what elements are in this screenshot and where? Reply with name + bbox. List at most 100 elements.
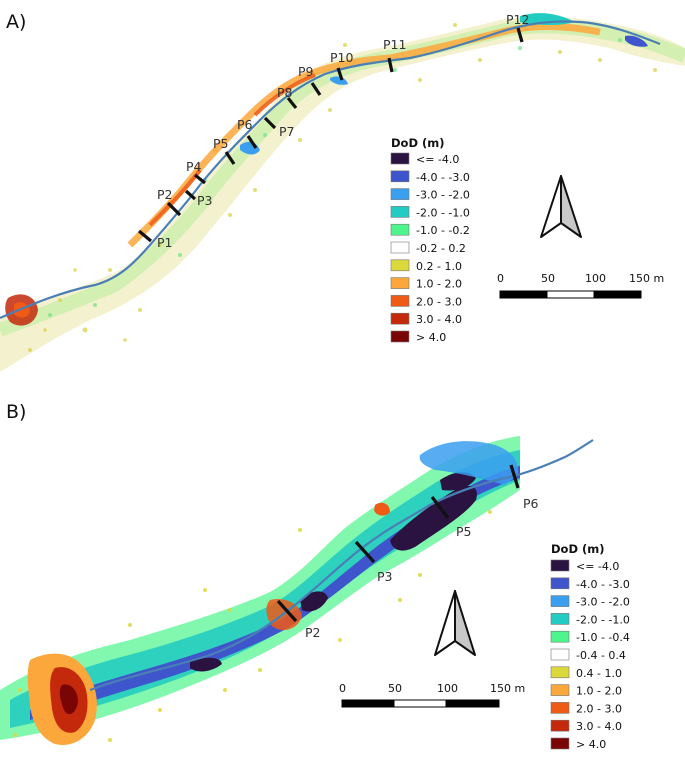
legend-swatch [550,666,570,679]
profile-label-b-p5: P5 [456,524,472,539]
legend-swatch [550,648,570,661]
profile-label-b-p3: P3 [377,569,393,584]
panel-b-dod-map [0,436,520,745]
profile-tick-p9 [310,82,322,96]
profile-tick-p4 [194,173,206,185]
legend-label: 0.4 - 1.0 [576,667,622,680]
legend-swatch [390,312,410,325]
profile-label-b-p6: P6 [523,496,539,511]
legend-label: -3.0 - -2.0 [576,596,630,609]
panel-b-speckle [13,510,492,742]
panel-b-deep-erosion-2 [440,472,476,491]
panel-b-deposition-peak [59,684,78,715]
legend-label: 2.0 - 3.0 [576,702,622,715]
profile-label-p1: P1 [157,235,173,250]
legend-label: > 4.0 [416,331,446,344]
panel-b-deep-erosion-1 [390,485,477,551]
panel-a-scale-bar: 0 50 100 150 m [497,272,664,299]
legend-swatch [390,330,410,343]
legend-swatch [390,259,410,272]
panel-b-deposition-p5 [374,502,390,516]
panel-a-dod-map [0,13,685,372]
profile-tick-p10 [336,67,344,81]
profile-tick-b-p6 [509,464,520,489]
profile-tick-p6 [246,135,258,149]
panel-a-north-arrow-icon [540,175,582,238]
legend-swatch [550,630,570,643]
scale-a-tick-100: 100 [585,272,606,285]
legend-swatch [390,206,410,218]
profile-tick-b-p3 [354,540,376,564]
legend-label: -4.0 - -3.0 [576,578,630,591]
scale-a-tick-0: 0 [497,272,504,285]
legend-swatch [550,702,570,714]
panel-b-cyan-zone [10,450,520,728]
profile-label-p7: P7 [279,124,295,139]
legend-label: 2.0 - 3.0 [416,295,462,308]
legend-label: -1.0 - -0.4 [576,631,630,644]
profile-label-p8: P8 [277,85,293,100]
panel-a: A) [0,11,685,372]
legend-label: <= -4.0 [576,560,619,573]
profile-label-p4: P4 [186,159,202,174]
legend-label: -0.2 - 0.2 [416,242,466,255]
legend-label: 0.2 - 1.0 [416,260,462,273]
legend-swatch [550,613,570,625]
panel-a-channel-line [0,20,661,320]
scale-b-tick-150: 150 m [490,682,525,695]
profile-tick-p3 [184,189,197,201]
panel-a-profile-labels: P1 P2 P3 P4 P5 P6 P7 P8 P9 P10 P11 P12 [157,12,529,250]
legend-label: 1.0 - 2.0 [576,685,622,698]
panel-b-legend: DoD (m) <= -4.0 -4.0 - -3.0 -3.0 - -2.0 -2.… [550,542,630,751]
legend-swatch [390,152,410,165]
legend-swatch [390,188,410,200]
scale-b-tick-0: 0 [339,682,346,695]
legend-label: -0.4 - 0.4 [576,649,626,662]
legend-swatch [550,737,570,750]
scale-a-tick-150: 150 m [629,272,664,285]
profile-label-p2: P2 [157,187,173,202]
panel-b-channel-line [89,439,594,692]
profile-tick-p7 [263,116,277,130]
panel-b-scale-bar: 0 50 100 150 m [339,682,525,708]
panel-a-legend: DoD (m) <= -4.0 -4.0 - -3.0 -3.0 - -2.0 -2.… [390,136,470,344]
legend-label: -1.0 - -0.2 [416,224,470,237]
panel-a-label: A) [6,11,26,33]
profile-tick-p12 [516,27,524,43]
profile-tick-p8 [286,97,298,109]
profile-label-p5: P5 [213,136,229,151]
legend-label: -2.0 - -1.0 [416,206,470,219]
legend-label: 3.0 - 4.0 [576,720,622,733]
profile-label-p3: P3 [197,193,213,208]
profile-label-b-p2: P2 [305,625,321,640]
panel-a-erosion-patch-3 [625,35,648,47]
legend-a-title: DoD (m) [391,136,445,150]
panel-b: B) [0,401,630,751]
legend-swatch [550,684,570,696]
legend-label: <= -4.0 [416,153,459,166]
panel-b-profile-ticks [276,464,520,623]
profile-tick-p5 [224,151,236,165]
panel-b-profile-labels: P2 P3 P5 P6 [305,496,539,640]
scale-a-tick-50: 50 [541,272,555,285]
legend-swatch [390,277,410,289]
panel-b-upper-patch [419,441,519,485]
panel-a-low-change-zone [0,16,685,372]
scale-b-tick-100: 100 [437,682,458,695]
legend-label: 3.0 - 4.0 [416,313,462,326]
profile-tick-b-p2 [276,599,298,623]
profile-label-p6: P6 [237,117,253,132]
panel-b-label: B) [6,401,26,423]
legend-label: 1.0 - 2.0 [416,278,462,291]
profile-tick-p2 [166,201,182,217]
panel-b-deep-erosion-4 [190,657,222,672]
legend-swatch [390,223,410,236]
legend-swatch [550,559,570,572]
legend-label: > 4.0 [576,738,606,751]
scale-b-tick-50: 50 [388,682,402,695]
profile-tick-p1 [137,229,153,243]
legend-swatch [390,241,410,254]
legend-swatch [390,295,410,307]
profile-label-p12: P12 [506,12,529,27]
